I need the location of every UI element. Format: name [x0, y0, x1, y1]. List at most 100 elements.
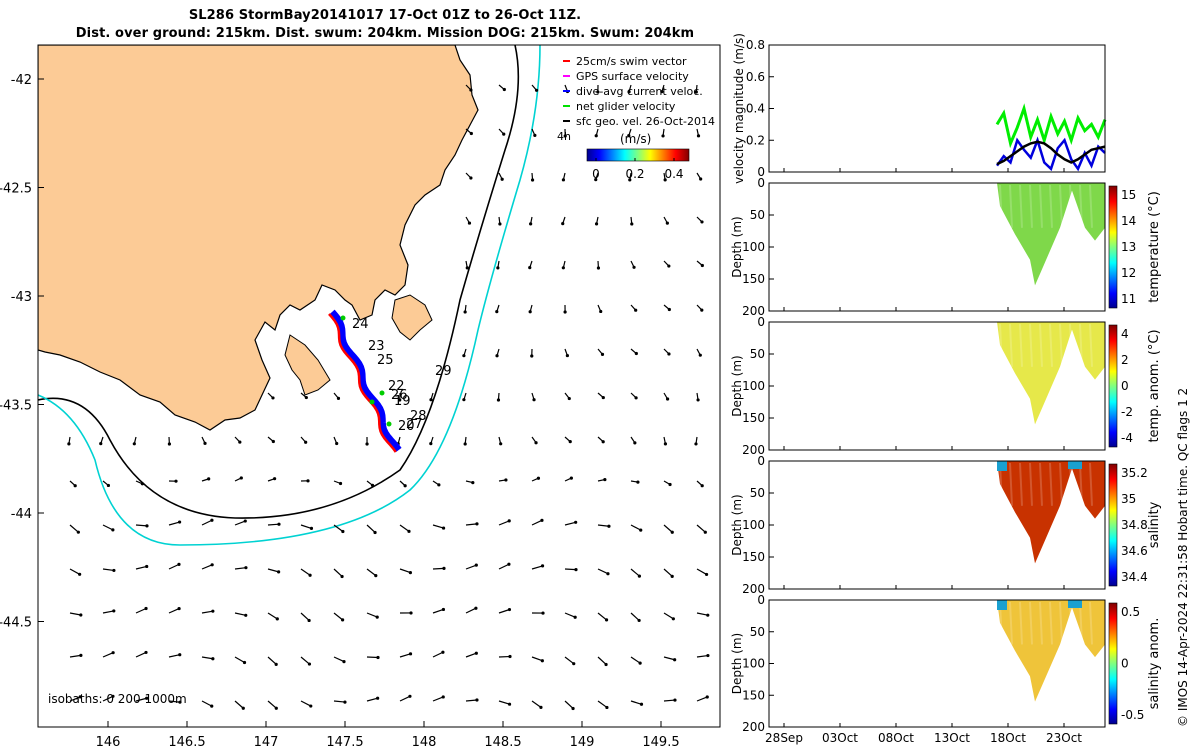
geo-velocity-arrow [300, 612, 310, 621]
geo-velocity-arrow [630, 700, 642, 705]
geo-velocity-arrow [366, 656, 379, 659]
geo-velocity-arrowhead [403, 484, 407, 488]
geo-velocity-arrowhead [639, 528, 643, 532]
geo-velocity-arrowhead [627, 134, 631, 138]
geo-velocity-arrowhead [700, 263, 704, 268]
geo-velocity-arrowhead [700, 220, 704, 224]
geo-velocity-arrowhead [106, 483, 111, 488]
geo-velocity-arrowhead [504, 478, 508, 482]
geo-velocity-arrowhead [665, 221, 669, 225]
geo-velocity-arrowhead [178, 700, 182, 704]
geo-velocity-arrow [366, 524, 376, 533]
geo-velocity-arrowhead [634, 351, 638, 356]
geo-velocity-arrowhead [507, 702, 512, 706]
day-label: 19 [394, 394, 411, 409]
geo-velocity-arrowhead [336, 396, 341, 400]
map-x-tick-label: 148.5 [484, 735, 521, 750]
geo-velocity-arrowhead [210, 704, 214, 708]
geo-velocity-arrowhead [601, 440, 605, 444]
geo-velocity-arrowhead [442, 566, 446, 570]
geo-velocity-arrowhead [594, 134, 598, 138]
geo-velocity-arrowhead [534, 441, 538, 445]
geo-velocity-arrowhead [407, 529, 411, 533]
geo-velocity-arrowhead [660, 90, 664, 94]
geo-velocity-arrowhead [561, 222, 565, 226]
isobath-1000m [38, 45, 541, 546]
geo-velocity-arrowhead [704, 572, 709, 577]
geo-velocity-arrow [465, 699, 478, 702]
geo-velocity-arrowhead [673, 658, 677, 662]
geo-velocity-arrowhead [507, 607, 512, 612]
track-net-velocity [386, 421, 392, 427]
day-label: 22 [388, 379, 405, 394]
geo-velocity-arrowhead [340, 574, 344, 579]
legend-label: GPS surface velocity [576, 70, 689, 83]
geo-velocity-arrowhead [507, 519, 511, 523]
geo-velocity-arrow [300, 524, 312, 529]
geo-velocity-arrow [168, 521, 180, 526]
geo-velocity-arrow [399, 695, 411, 702]
geo-velocity-arrowhead [241, 706, 245, 710]
geo-velocity-arrowhead [699, 177, 703, 181]
track-net-velocity [340, 315, 346, 321]
title-line-2: Dist. over ground: 215km. Dist. swum: 20… [75, 26, 695, 41]
geo-velocity-arrow [267, 700, 277, 709]
geo-velocity-arrowhead [78, 695, 82, 699]
geo-velocity-arrow [498, 520, 510, 526]
geo-velocity-arrowhead [111, 528, 115, 532]
geo-velocity-arrow [663, 699, 676, 702]
geo-velocity-arrowhead [540, 564, 545, 568]
geo-velocity-arrow [630, 568, 640, 577]
geo-velocity-arrow [102, 695, 114, 702]
geo-velocity-arrowhead [573, 615, 577, 619]
geo-velocity-arrowhead [673, 698, 677, 702]
geo-velocity-arrow [234, 520, 246, 526]
geo-velocity-arrowhead [630, 222, 634, 226]
geo-velocity-arrowhead [600, 352, 605, 356]
map-x-tick-label: 146.5 [168, 735, 205, 750]
geo-velocity-arrowhead [665, 397, 670, 401]
geo-velocity-arrowhead [500, 177, 504, 181]
geo-velocity-arrowhead [604, 618, 609, 622]
geo-velocity-arrowhead [594, 178, 598, 182]
geo-velocity-arrow [69, 654, 81, 658]
geo-velocity-arrowhead [475, 522, 479, 526]
geo-velocity-arrowhead [76, 530, 80, 534]
geo-velocity-arrow [69, 568, 80, 575]
geo-velocity-arrowhead [469, 88, 473, 92]
geo-velocity-arrowhead [273, 477, 277, 481]
map-colorbar [586, 148, 690, 162]
geo-velocity-arrow [597, 700, 608, 708]
geo-velocity-arrowhead [111, 694, 115, 698]
track-dive-avg [329, 309, 402, 453]
geo-velocity-arrowhead [471, 481, 475, 485]
geo-velocity-arrow [663, 656, 675, 661]
geo-velocity-arrow [168, 608, 180, 614]
day-label: 23 [368, 339, 385, 354]
track-swim-vectors [328, 313, 397, 453]
geo-velocity-arrow [399, 653, 411, 658]
geo-velocity-arrowhead [698, 353, 702, 357]
geo-velocity-arrowhead [567, 396, 571, 401]
geo-velocity-arrowhead [437, 483, 441, 487]
geo-velocity-arrow [333, 700, 346, 703]
day-label: 28 [410, 409, 427, 424]
geo-velocity-arrowhead [496, 266, 500, 270]
geo-velocity-arrowhead [140, 482, 145, 486]
day-label: 26 [391, 388, 408, 403]
geo-velocity-arrowhead [307, 662, 312, 666]
geo-velocity-arrow [267, 523, 280, 526]
geo-velocity-arrow [267, 612, 278, 620]
geo-velocity-arrowhead [271, 396, 275, 400]
geo-velocity-arrowhead [706, 613, 710, 617]
geo-velocity-arrowhead [467, 221, 472, 225]
geo-velocity-arrowhead [502, 132, 506, 136]
geo-velocity-arrow [696, 568, 707, 575]
geo-velocity-arrowhead [474, 563, 478, 567]
geo-velocity-arrowhead [408, 571, 412, 575]
geo-velocity-arrowhead [338, 481, 343, 486]
geo-velocity-arrow [696, 612, 708, 616]
map-x-tick-label: 148 [412, 735, 437, 750]
geo-velocity-arrowhead [112, 609, 116, 613]
legend-label: net glider velocity [576, 100, 676, 113]
